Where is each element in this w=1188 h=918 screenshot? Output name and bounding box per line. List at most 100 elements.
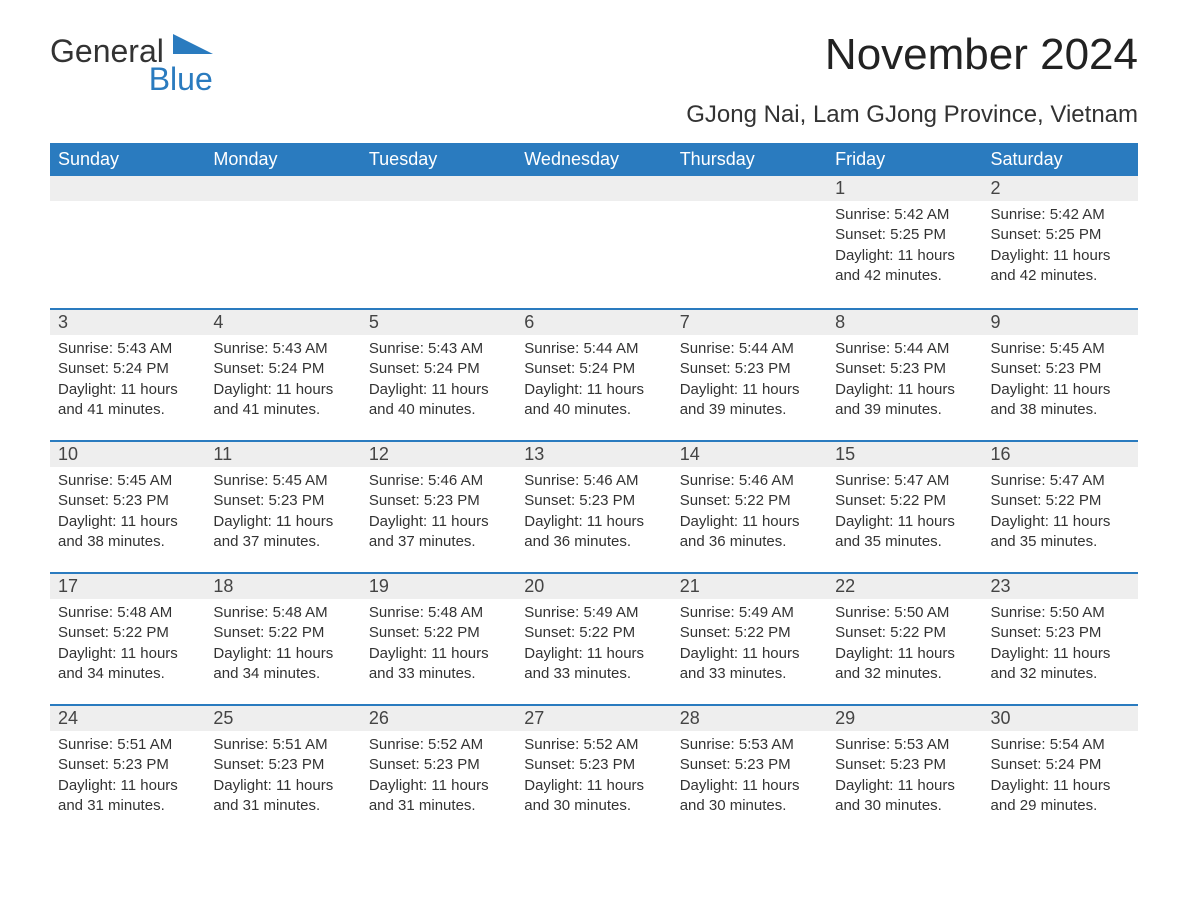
day-number: 14 [672, 440, 827, 467]
day-details: Sunrise: 5:49 AMSunset: 5:22 PMDaylight:… [672, 599, 827, 692]
calendar-day-cell: 20Sunrise: 5:49 AMSunset: 5:22 PMDayligh… [516, 572, 671, 704]
weekday-header: Tuesday [361, 143, 516, 176]
day-number: 10 [50, 440, 205, 467]
day-number: 17 [50, 572, 205, 599]
calendar-day-cell: 4Sunrise: 5:43 AMSunset: 5:24 PMDaylight… [205, 308, 360, 440]
day-number: 30 [983, 704, 1138, 731]
day-number: 29 [827, 704, 982, 731]
calendar-day-cell: 24Sunrise: 5:51 AMSunset: 5:23 PMDayligh… [50, 704, 205, 836]
calendar-day-cell: 13Sunrise: 5:46 AMSunset: 5:23 PMDayligh… [516, 440, 671, 572]
sunrise-text: Sunrise: 5:53 AM [835, 735, 974, 755]
sunset-text: Sunset: 5:22 PM [524, 623, 663, 643]
day-number: 27 [516, 704, 671, 731]
day-details: Sunrise: 5:53 AMSunset: 5:23 PMDaylight:… [672, 731, 827, 824]
day-number [516, 176, 671, 201]
calendar-week-row: 17Sunrise: 5:48 AMSunset: 5:22 PMDayligh… [50, 572, 1138, 704]
calendar-day-cell: 26Sunrise: 5:52 AMSunset: 5:23 PMDayligh… [361, 704, 516, 836]
day-number: 13 [516, 440, 671, 467]
daylight-text: Daylight: 11 hours and 33 minutes. [680, 644, 819, 685]
sunset-text: Sunset: 5:24 PM [991, 755, 1130, 775]
sunset-text: Sunset: 5:22 PM [680, 623, 819, 643]
day-details: Sunrise: 5:47 AMSunset: 5:22 PMDaylight:… [827, 467, 982, 560]
daylight-text: Daylight: 11 hours and 35 minutes. [835, 512, 974, 553]
daylight-text: Daylight: 11 hours and 42 minutes. [835, 246, 974, 287]
day-details: Sunrise: 5:45 AMSunset: 5:23 PMDaylight:… [50, 467, 205, 560]
sunset-text: Sunset: 5:23 PM [835, 359, 974, 379]
day-number: 7 [672, 308, 827, 335]
sunset-text: Sunset: 5:22 PM [680, 491, 819, 511]
sunset-text: Sunset: 5:23 PM [58, 755, 197, 775]
daylight-text: Daylight: 11 hours and 30 minutes. [835, 776, 974, 817]
sunrise-text: Sunrise: 5:42 AM [835, 205, 974, 225]
calendar-day-cell: 19Sunrise: 5:48 AMSunset: 5:22 PMDayligh… [361, 572, 516, 704]
daylight-text: Daylight: 11 hours and 41 minutes. [213, 380, 352, 421]
sunrise-text: Sunrise: 5:46 AM [524, 471, 663, 491]
brand-line1: General [50, 33, 164, 69]
sunrise-text: Sunrise: 5:51 AM [213, 735, 352, 755]
daylight-text: Daylight: 11 hours and 29 minutes. [991, 776, 1130, 817]
calendar-day-cell: 8Sunrise: 5:44 AMSunset: 5:23 PMDaylight… [827, 308, 982, 440]
sunset-text: Sunset: 5:23 PM [680, 359, 819, 379]
calendar-day-cell: 28Sunrise: 5:53 AMSunset: 5:23 PMDayligh… [672, 704, 827, 836]
day-details: Sunrise: 5:48 AMSunset: 5:22 PMDaylight:… [205, 599, 360, 692]
sunrise-text: Sunrise: 5:48 AM [369, 603, 508, 623]
daylight-text: Daylight: 11 hours and 37 minutes. [213, 512, 352, 553]
sunset-text: Sunset: 5:23 PM [991, 623, 1130, 643]
day-details: Sunrise: 5:44 AMSunset: 5:24 PMDaylight:… [516, 335, 671, 428]
sunset-text: Sunset: 5:24 PM [524, 359, 663, 379]
sunrise-text: Sunrise: 5:44 AM [680, 339, 819, 359]
calendar-day-cell: 22Sunrise: 5:50 AMSunset: 5:22 PMDayligh… [827, 572, 982, 704]
calendar-day-cell: 14Sunrise: 5:46 AMSunset: 5:22 PMDayligh… [672, 440, 827, 572]
day-details: Sunrise: 5:53 AMSunset: 5:23 PMDaylight:… [827, 731, 982, 824]
calendar-day-cell: 6Sunrise: 5:44 AMSunset: 5:24 PMDaylight… [516, 308, 671, 440]
daylight-text: Daylight: 11 hours and 33 minutes. [524, 644, 663, 685]
sunrise-text: Sunrise: 5:54 AM [991, 735, 1130, 755]
calendar-day-cell: 16Sunrise: 5:47 AMSunset: 5:22 PMDayligh… [983, 440, 1138, 572]
daylight-text: Daylight: 11 hours and 37 minutes. [369, 512, 508, 553]
day-number: 3 [50, 308, 205, 335]
daylight-text: Daylight: 11 hours and 39 minutes. [835, 380, 974, 421]
daylight-text: Daylight: 11 hours and 41 minutes. [58, 380, 197, 421]
day-details: Sunrise: 5:43 AMSunset: 5:24 PMDaylight:… [361, 335, 516, 428]
calendar-day-cell: 15Sunrise: 5:47 AMSunset: 5:22 PMDayligh… [827, 440, 982, 572]
sunrise-text: Sunrise: 5:48 AM [58, 603, 197, 623]
day-number: 18 [205, 572, 360, 599]
sunset-text: Sunset: 5:24 PM [369, 359, 508, 379]
daylight-text: Daylight: 11 hours and 31 minutes. [58, 776, 197, 817]
daylight-text: Daylight: 11 hours and 31 minutes. [213, 776, 352, 817]
brand-text: General Blue [50, 30, 213, 95]
day-number: 5 [361, 308, 516, 335]
daylight-text: Daylight: 11 hours and 38 minutes. [58, 512, 197, 553]
calendar-table: Sunday Monday Tuesday Wednesday Thursday… [50, 143, 1138, 836]
daylight-text: Daylight: 11 hours and 35 minutes. [991, 512, 1130, 553]
sunset-text: Sunset: 5:23 PM [991, 359, 1130, 379]
sunrise-text: Sunrise: 5:45 AM [213, 471, 352, 491]
day-details: Sunrise: 5:46 AMSunset: 5:23 PMDaylight:… [361, 467, 516, 560]
day-number: 24 [50, 704, 205, 731]
sunrise-text: Sunrise: 5:52 AM [369, 735, 508, 755]
calendar-day-cell: 7Sunrise: 5:44 AMSunset: 5:23 PMDaylight… [672, 308, 827, 440]
sunset-text: Sunset: 5:23 PM [213, 755, 352, 775]
day-details: Sunrise: 5:44 AMSunset: 5:23 PMDaylight:… [672, 335, 827, 428]
day-details: Sunrise: 5:45 AMSunset: 5:23 PMDaylight:… [983, 335, 1138, 428]
day-number: 22 [827, 572, 982, 599]
weekday-header: Monday [205, 143, 360, 176]
daylight-text: Daylight: 11 hours and 31 minutes. [369, 776, 508, 817]
weekday-header: Sunday [50, 143, 205, 176]
day-details: Sunrise: 5:46 AMSunset: 5:22 PMDaylight:… [672, 467, 827, 560]
sunrise-text: Sunrise: 5:47 AM [835, 471, 974, 491]
day-number: 1 [827, 176, 982, 201]
daylight-text: Daylight: 11 hours and 40 minutes. [524, 380, 663, 421]
sunrise-text: Sunrise: 5:50 AM [835, 603, 974, 623]
calendar-day-cell: 2Sunrise: 5:42 AMSunset: 5:25 PMDaylight… [983, 176, 1138, 308]
day-details: Sunrise: 5:52 AMSunset: 5:23 PMDaylight:… [516, 731, 671, 824]
sunset-text: Sunset: 5:23 PM [369, 755, 508, 775]
calendar-day-cell: 9Sunrise: 5:45 AMSunset: 5:23 PMDaylight… [983, 308, 1138, 440]
day-number: 15 [827, 440, 982, 467]
weekday-header: Friday [827, 143, 982, 176]
sunset-text: Sunset: 5:22 PM [58, 623, 197, 643]
day-details: Sunrise: 5:51 AMSunset: 5:23 PMDaylight:… [205, 731, 360, 824]
daylight-text: Daylight: 11 hours and 30 minutes. [680, 776, 819, 817]
daylight-text: Daylight: 11 hours and 39 minutes. [680, 380, 819, 421]
sunrise-text: Sunrise: 5:49 AM [680, 603, 819, 623]
